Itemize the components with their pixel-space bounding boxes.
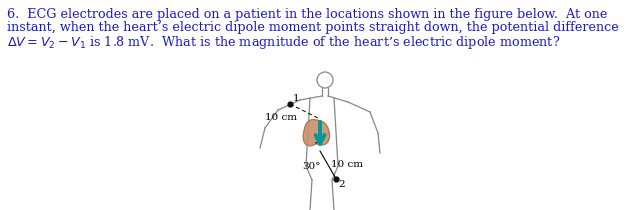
Text: 6.  ECG electrodes are placed on a patient in the locations shown in the figure : 6. ECG electrodes are placed on a patien…: [7, 8, 608, 21]
Text: instant, when the heart’s electric dipole moment points straight down, the poten: instant, when the heart’s electric dipol…: [7, 21, 619, 34]
Text: 10 cm: 10 cm: [265, 113, 297, 122]
Polygon shape: [303, 120, 329, 146]
Text: 2: 2: [338, 180, 345, 189]
Text: $\Delta V = V_2 - V_1$ is 1.8 mV.  What is the magnitude of the heart’s electric: $\Delta V = V_2 - V_1$ is 1.8 mV. What i…: [7, 34, 560, 51]
Text: 10 cm: 10 cm: [331, 160, 363, 169]
Text: 30°: 30°: [302, 162, 320, 171]
Text: 1: 1: [293, 94, 299, 103]
